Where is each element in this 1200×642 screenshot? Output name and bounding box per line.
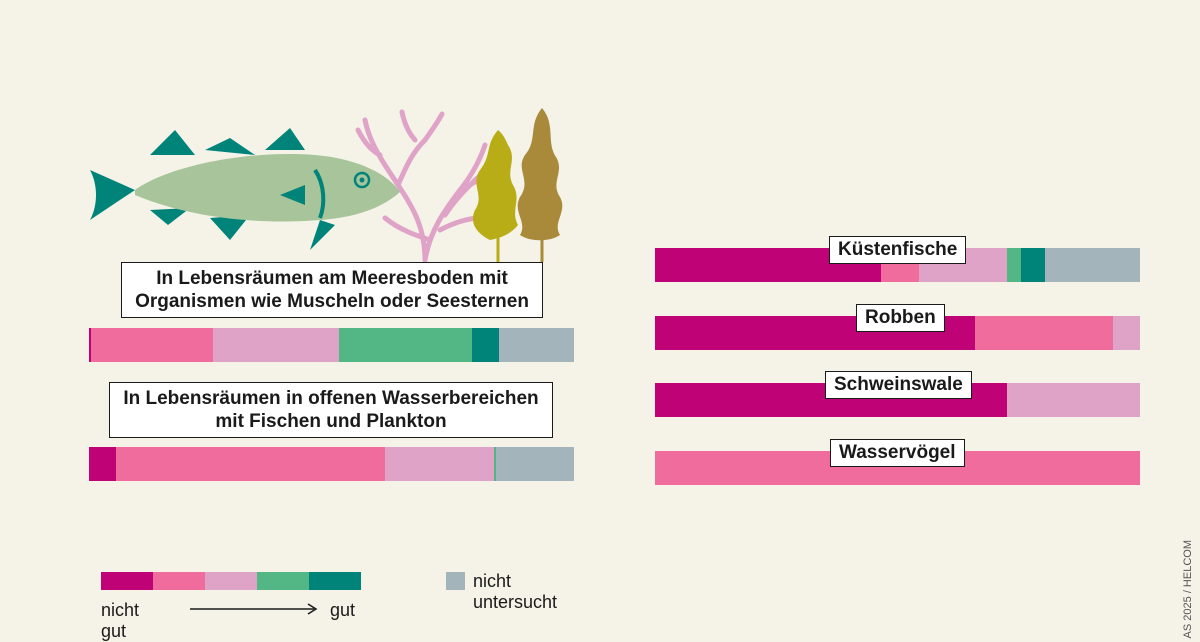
bar-seabed-segment-2 [91, 328, 213, 362]
label-open-water: In Lebensräumen in offenen Wasserbereich… [109, 382, 553, 438]
legend-swatch-2 [153, 572, 205, 590]
label-seabed: In Lebensräumen am Meeresboden mit Organ… [121, 262, 543, 318]
bar-robben-segment-2 [975, 316, 1114, 350]
legend-swatch-1 [101, 572, 153, 590]
bar-kuestenfische-segment-4 [1006, 248, 1022, 282]
bar-seabed-segment-6 [498, 328, 574, 362]
bar-schweinswale-segment-3 [1006, 383, 1140, 417]
bar-kuestenfische-segment-6 [1045, 248, 1140, 282]
legend-swatch-5 [309, 572, 361, 590]
bar-seabed-segment-1 [89, 328, 92, 362]
bar-robben [655, 316, 1140, 350]
label-robben-text: Robben [865, 307, 936, 328]
bar-open-water-segment-2 [115, 447, 385, 481]
legend-swatch-4 [257, 572, 309, 590]
bar-kuestenfische [655, 248, 1140, 282]
fish-icon [90, 128, 400, 250]
source-credit: AS 2025 / HELCOM [1182, 540, 1194, 639]
legend-swatch-not-studied [446, 572, 465, 590]
label-wasservoegel: Wasservögel [830, 439, 965, 467]
label-wasservoegel-text: Wasservögel [839, 442, 956, 463]
legend-not-studied-label: nicht untersucht [473, 571, 558, 612]
coral-icon [355, 109, 499, 263]
label-robben: Robben [856, 304, 945, 332]
label-open-water-line1: In Lebensräumen in offenen Wasserbereich… [123, 388, 539, 409]
legend-to-label: gut [330, 600, 356, 620]
bar-seabed-segment-4 [338, 328, 473, 362]
sea-life-illustration [90, 108, 563, 263]
label-seabed-line2: Organismen wie Muscheln oder Seesternen [135, 291, 529, 312]
bar-open-water-segment-1 [89, 447, 116, 481]
bar-open-water [89, 447, 574, 481]
label-open-water-line2: mit Fischen und Plankton [215, 411, 447, 432]
label-kuestenfische-text: Küstenfische [838, 239, 958, 260]
bar-seabed [89, 328, 574, 362]
bar-open-water-segment-4 [493, 447, 497, 481]
bar-open-water-segment-6 [496, 447, 574, 481]
legend-swatch-3 [205, 572, 257, 590]
bar-kuestenfische-segment-5 [1021, 248, 1046, 282]
label-schweinswale: Schweinswale [825, 371, 972, 399]
bar-robben-segment-3 [1113, 316, 1140, 350]
seaweed-icon [472, 108, 563, 262]
label-kuestenfische: Küstenfische [829, 236, 967, 264]
bar-seabed-segment-3 [212, 328, 339, 362]
bar-seabed-segment-5 [472, 328, 499, 362]
legend-from-label: nicht gut [101, 600, 140, 641]
label-schweinswale-text: Schweinswale [834, 374, 963, 395]
label-seabed-line1: In Lebensräumen am Meeresboden mit [156, 268, 508, 289]
legend-arrow-icon [190, 603, 318, 615]
bar-open-water-segment-3 [384, 447, 494, 481]
